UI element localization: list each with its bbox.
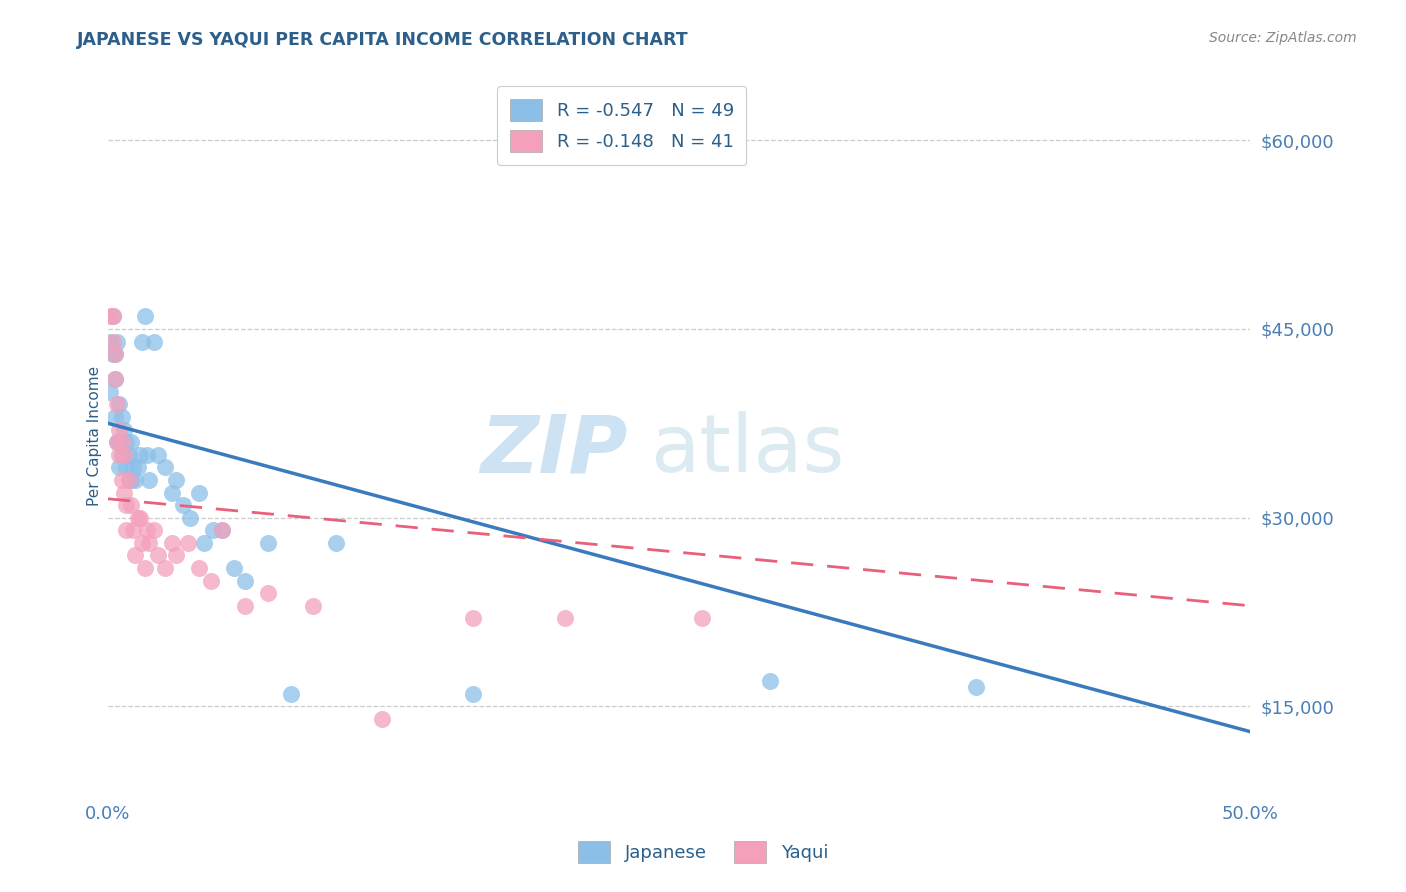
Point [101, 347, 124, 361]
Point [371, 712, 394, 726]
Point [127, 460, 149, 475]
Point [153, 561, 176, 575]
Point [129, 510, 152, 524]
Point [122, 523, 145, 537]
Point [111, 410, 134, 425]
Point [138, 473, 160, 487]
Point [142, 334, 165, 349]
Point [111, 448, 134, 462]
Point [108, 448, 131, 462]
Point [101, 310, 124, 324]
Point [134, 310, 156, 324]
Point [325, 536, 347, 550]
Point [160, 536, 183, 550]
Point [120, 473, 142, 487]
Point [112, 448, 135, 462]
Point [211, 523, 233, 537]
Point [302, 599, 325, 613]
Point [104, 372, 127, 386]
Point [233, 599, 256, 613]
Point [117, 473, 139, 487]
Point [115, 460, 138, 475]
Point [108, 435, 131, 450]
Point [131, 536, 153, 550]
Point [111, 473, 134, 487]
Point [188, 561, 211, 575]
Point [179, 510, 201, 524]
Point [112, 485, 135, 500]
Point [104, 410, 127, 425]
Point [135, 523, 157, 537]
Text: atlas: atlas [650, 411, 845, 489]
Point [104, 347, 127, 361]
Point [122, 460, 145, 475]
Point [98, 310, 121, 324]
Point [134, 561, 156, 575]
Text: JAPANESE VS YAQUI PER CAPITA INCOME CORRELATION CHART: JAPANESE VS YAQUI PER CAPITA INCOME CORR… [77, 31, 689, 49]
Point [127, 510, 149, 524]
Point [256, 586, 278, 600]
Point [105, 435, 128, 450]
Point [463, 611, 485, 625]
Point [115, 498, 138, 512]
Point [233, 574, 256, 588]
Point [188, 485, 211, 500]
Text: Source: ZipAtlas.com: Source: ZipAtlas.com [1209, 31, 1357, 45]
Point [115, 523, 138, 537]
Point [120, 435, 142, 450]
Point [108, 460, 131, 475]
Point [193, 536, 215, 550]
Point [104, 372, 127, 386]
Point [148, 549, 170, 563]
Point [98, 334, 121, 349]
Point [112, 423, 135, 437]
Point [101, 334, 124, 349]
Point [211, 523, 233, 537]
Point [131, 334, 153, 349]
Point [148, 448, 170, 462]
Point [965, 681, 987, 695]
Point [124, 473, 146, 487]
Point [160, 485, 183, 500]
Point [108, 397, 131, 411]
Point [153, 460, 176, 475]
Point [200, 574, 222, 588]
Point [117, 473, 139, 487]
Point [166, 473, 188, 487]
Point [172, 498, 194, 512]
Point [111, 435, 134, 450]
Point [105, 435, 128, 450]
Point [104, 347, 127, 361]
Point [759, 674, 782, 689]
Point [117, 448, 139, 462]
Point [166, 549, 188, 563]
Point [138, 536, 160, 550]
Legend: R = -0.547   N = 49, R = -0.148   N = 41: R = -0.547 N = 49, R = -0.148 N = 41 [496, 87, 747, 165]
Point [105, 397, 128, 411]
Text: ZIP: ZIP [479, 411, 627, 489]
Point [108, 423, 131, 437]
Point [280, 687, 302, 701]
Point [115, 435, 138, 450]
Point [101, 310, 124, 324]
Point [202, 523, 225, 537]
Legend: Japanese, Yaqui: Japanese, Yaqui [567, 830, 839, 874]
Point [256, 536, 278, 550]
Point [222, 561, 245, 575]
Point [98, 384, 121, 399]
Point [112, 448, 135, 462]
Point [124, 549, 146, 563]
Point [120, 498, 142, 512]
Point [135, 448, 157, 462]
Point [554, 611, 576, 625]
Point [690, 611, 713, 625]
Point [142, 523, 165, 537]
Y-axis label: Per Capita Income: Per Capita Income [87, 366, 101, 506]
Point [463, 687, 485, 701]
Point [105, 334, 128, 349]
Point [177, 536, 200, 550]
Point [129, 448, 152, 462]
